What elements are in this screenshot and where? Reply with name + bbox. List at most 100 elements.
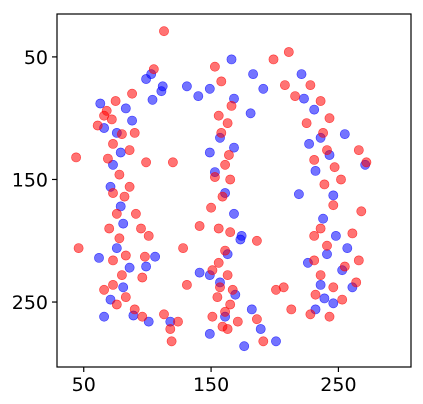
data-point <box>99 110 109 121</box>
data-point <box>110 96 121 106</box>
data-point <box>328 282 339 293</box>
data-point <box>117 129 127 139</box>
data-point <box>216 76 227 87</box>
data-point <box>353 145 364 155</box>
data-point <box>111 243 122 253</box>
data-point <box>124 181 135 192</box>
data-point <box>235 234 246 245</box>
data-point <box>226 54 237 65</box>
points-layer <box>71 26 372 352</box>
data-point <box>216 127 227 138</box>
data-point <box>120 103 131 114</box>
series-1 <box>71 26 372 347</box>
data-point <box>222 270 233 280</box>
data-point <box>319 293 330 304</box>
data-point <box>225 174 236 185</box>
data-point <box>120 292 131 302</box>
data-point <box>206 202 216 213</box>
data-point <box>71 152 81 163</box>
data-point <box>246 304 257 315</box>
data-point <box>108 188 118 198</box>
data-point <box>99 311 109 322</box>
data-point <box>130 208 141 219</box>
data-point <box>293 189 304 200</box>
data-point <box>310 289 321 300</box>
data-point <box>215 282 225 293</box>
data-point <box>141 74 151 84</box>
data-point <box>193 91 204 101</box>
data-point <box>137 272 148 283</box>
data-point <box>339 129 350 139</box>
data-point <box>318 213 328 224</box>
y-tick-label: 250 <box>12 292 48 314</box>
data-point <box>150 251 160 262</box>
data-point <box>322 249 332 260</box>
data-point <box>194 221 205 231</box>
data-point <box>342 243 353 253</box>
data-point <box>226 101 237 111</box>
data-point <box>227 284 238 295</box>
data-point <box>222 118 233 128</box>
data-point <box>290 91 300 101</box>
data-point <box>324 311 335 322</box>
data-point <box>129 127 140 138</box>
data-point <box>220 245 230 256</box>
data-point <box>319 179 330 190</box>
data-point <box>361 157 372 168</box>
data-point <box>251 235 262 246</box>
data-point <box>222 324 233 334</box>
data-point <box>353 255 364 266</box>
data-point <box>232 316 243 327</box>
data-point <box>119 191 130 202</box>
data-point <box>108 279 118 290</box>
data-point <box>137 311 148 322</box>
data-point <box>248 69 258 79</box>
data-point <box>223 150 234 160</box>
data-point <box>322 240 332 251</box>
data-point <box>73 243 84 253</box>
data-point <box>118 218 129 229</box>
data-point <box>229 142 239 153</box>
data-point <box>147 94 158 105</box>
data-point <box>268 54 279 65</box>
data-point <box>103 153 113 164</box>
data-point <box>209 172 220 182</box>
data-point <box>220 159 230 170</box>
data-point <box>136 223 146 234</box>
data-point <box>127 88 138 99</box>
data-point <box>301 118 312 128</box>
data-point <box>95 98 106 109</box>
data-point <box>258 83 269 94</box>
data-point <box>315 223 326 234</box>
data-point <box>315 270 326 280</box>
data-point <box>165 324 176 334</box>
data-point <box>220 306 230 317</box>
data-point <box>143 230 154 241</box>
data-point <box>159 26 169 37</box>
data-point <box>173 316 183 327</box>
data-point <box>329 162 340 173</box>
data-point <box>322 145 332 155</box>
y-tick-label: 150 <box>12 169 48 191</box>
data-point <box>258 336 269 347</box>
data-point <box>328 190 339 201</box>
data-point <box>309 104 320 115</box>
data-point <box>255 324 266 334</box>
x-tick-label: 150 <box>193 374 229 396</box>
data-point <box>99 284 109 295</box>
data-point <box>251 314 262 325</box>
data-point <box>111 299 122 310</box>
data-point <box>111 208 122 219</box>
data-point <box>166 336 177 347</box>
data-point <box>305 309 316 320</box>
data-point <box>120 250 131 261</box>
data-point <box>204 147 215 158</box>
data-point <box>299 93 309 104</box>
data-point <box>217 191 228 202</box>
x-axis: 50 150 250 <box>72 367 357 396</box>
data-point <box>328 200 339 211</box>
data-point <box>127 115 138 126</box>
data-point <box>330 230 341 241</box>
